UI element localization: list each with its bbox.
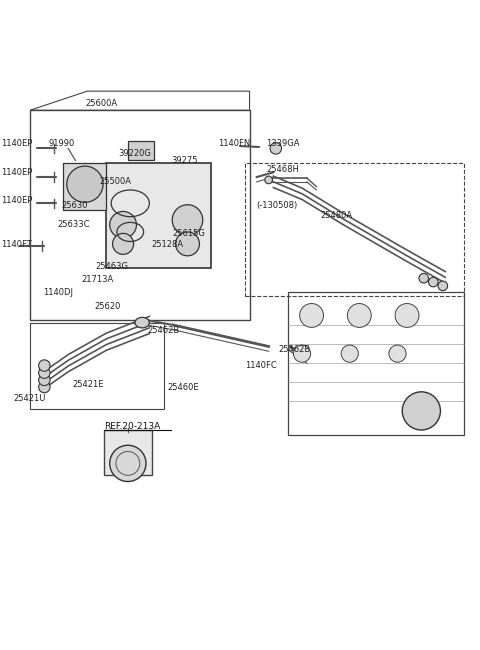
Text: 25600A: 25600A: [85, 99, 117, 108]
Text: 39275: 39275: [171, 156, 197, 165]
Bar: [30, 111, 250, 320]
Text: 25462B: 25462B: [278, 345, 311, 354]
Bar: [288, 292, 464, 435]
Text: 25463G: 25463G: [96, 263, 129, 271]
Text: 25460E: 25460E: [168, 384, 199, 393]
Circle shape: [429, 278, 438, 287]
Bar: [30, 322, 164, 408]
Circle shape: [265, 176, 273, 184]
Bar: [245, 162, 464, 296]
Circle shape: [300, 304, 324, 328]
Bar: [63, 162, 107, 211]
Text: 1339GA: 1339GA: [266, 139, 300, 148]
Circle shape: [176, 232, 199, 256]
Circle shape: [113, 233, 133, 254]
Text: 25468H: 25468H: [266, 165, 299, 174]
Text: 1140FN: 1140FN: [218, 139, 251, 148]
Circle shape: [38, 360, 50, 371]
Bar: [107, 162, 211, 268]
Text: 1140EP: 1140EP: [1, 139, 33, 148]
Text: 25500A: 25500A: [99, 177, 131, 187]
Text: 25421U: 25421U: [13, 395, 46, 404]
Ellipse shape: [135, 317, 149, 328]
Text: 25615G: 25615G: [172, 229, 205, 238]
Circle shape: [389, 345, 406, 362]
Bar: [128, 141, 154, 161]
Circle shape: [67, 166, 103, 202]
Text: 1140FC: 1140FC: [245, 361, 276, 370]
Circle shape: [38, 382, 50, 393]
Text: 1140FT: 1140FT: [1, 240, 32, 250]
Bar: [104, 430, 152, 475]
Text: 25480A: 25480A: [320, 211, 352, 220]
Text: (-130508): (-130508): [257, 202, 298, 210]
Circle shape: [419, 274, 429, 283]
Circle shape: [395, 304, 419, 328]
Circle shape: [110, 445, 146, 482]
Text: 91990: 91990: [48, 139, 74, 148]
Text: 25462B: 25462B: [147, 326, 179, 335]
Circle shape: [341, 345, 359, 362]
Text: 1140EP: 1140EP: [1, 196, 33, 205]
Circle shape: [110, 211, 136, 238]
Circle shape: [348, 304, 371, 328]
Circle shape: [438, 281, 447, 291]
Text: 39220G: 39220G: [118, 149, 151, 158]
Circle shape: [293, 345, 311, 362]
Text: 25128A: 25128A: [152, 240, 184, 250]
Circle shape: [402, 392, 441, 430]
Text: 25630: 25630: [61, 202, 87, 210]
Text: 1140EP: 1140EP: [1, 168, 33, 177]
Text: 1140DJ: 1140DJ: [43, 288, 73, 297]
Text: 25421E: 25421E: [72, 380, 104, 389]
Circle shape: [38, 367, 50, 378]
Text: 25620: 25620: [95, 302, 121, 311]
Circle shape: [270, 143, 281, 154]
Circle shape: [38, 374, 50, 385]
Text: REF.20-213A: REF.20-213A: [104, 422, 160, 431]
Circle shape: [172, 205, 203, 235]
Text: 21713A: 21713A: [82, 275, 114, 284]
Text: 25633C: 25633C: [58, 220, 90, 229]
